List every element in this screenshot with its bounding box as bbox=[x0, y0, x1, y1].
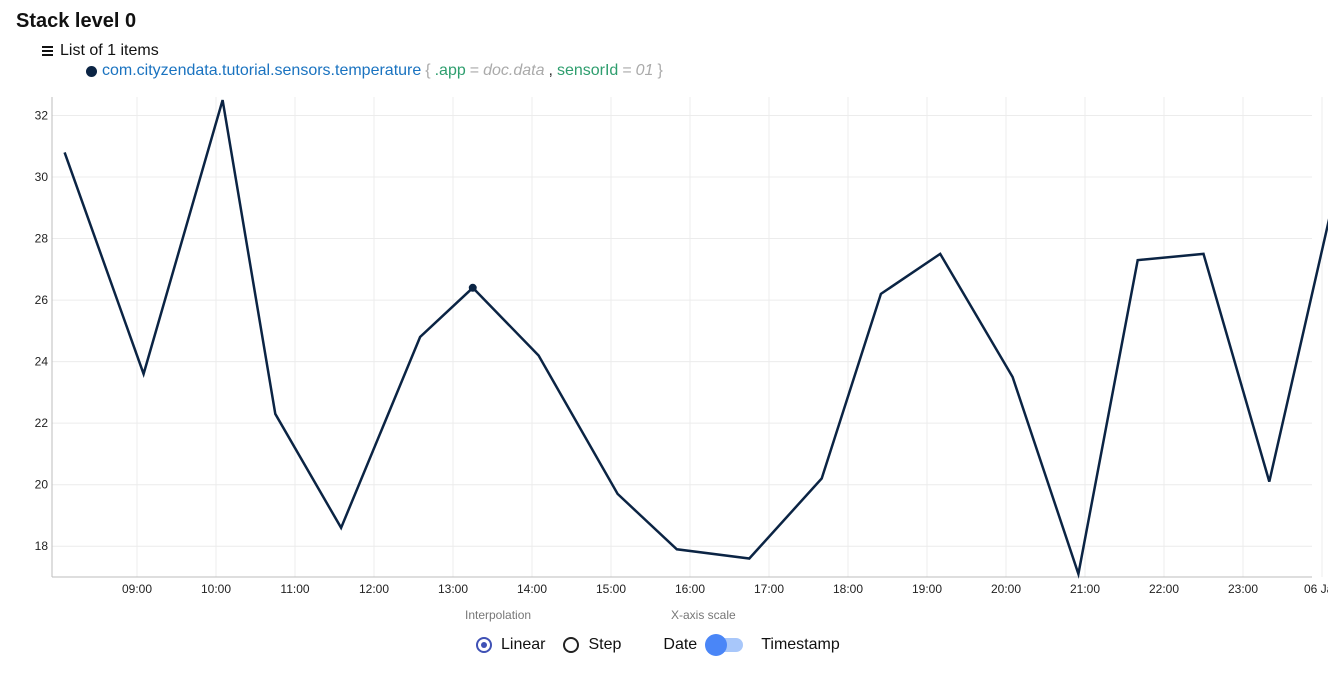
x-tick-label: 10:00 bbox=[201, 582, 231, 596]
interpolation-label: Interpolation bbox=[465, 608, 532, 622]
step-option[interactable]: Step bbox=[563, 636, 621, 654]
x-axis-ticks: 09:00 10:00 11:00 12:00 13:00 14:00 15:00 16:00… bbox=[122, 582, 1328, 596]
series-class-name: com.cityzendata.tutorial.sensors.tempera… bbox=[102, 62, 422, 79]
list-header[interactable]: List of 1 items bbox=[42, 42, 159, 60]
label-eq-sensorid: = bbox=[622, 62, 632, 79]
y-tick-label: 22 bbox=[35, 416, 49, 430]
x-tick-label: 12:00 bbox=[359, 582, 389, 596]
x-tick-label: 11:00 bbox=[280, 582, 309, 596]
chart-grid bbox=[52, 97, 1323, 577]
step-radio[interactable] bbox=[563, 637, 580, 653]
x-tick-label: 15:00 bbox=[596, 582, 626, 596]
y-tick-label: 18 bbox=[35, 539, 49, 553]
x-tick-label: 21:00 bbox=[1070, 582, 1100, 596]
xaxis-scale-label: X-axis scale bbox=[671, 608, 736, 622]
label-eq-app: = bbox=[469, 62, 480, 79]
step-label: Step bbox=[588, 636, 622, 653]
chart-series bbox=[63, 99, 1328, 579]
x-tick-label: 22:00 bbox=[1149, 582, 1179, 596]
y-tick-label: 32 bbox=[35, 108, 49, 122]
list-menu-icon bbox=[42, 44, 53, 58]
highlighted-data-point bbox=[468, 283, 477, 292]
x-tick-label: 14:00 bbox=[517, 582, 547, 596]
series-color-dot bbox=[86, 65, 97, 77]
timestamp-label: Timestamp bbox=[761, 636, 840, 653]
y-axis-ticks: 18 20 22 24 26 28 30 32 bbox=[35, 108, 49, 553]
labels-close-brace: } bbox=[657, 62, 663, 79]
stack-level-title: Stack level 0 bbox=[16, 10, 137, 32]
list-label: List of 1 items bbox=[60, 42, 159, 59]
y-tick-label: 26 bbox=[35, 293, 49, 307]
chart-controls: Linear Step Date Timestamp bbox=[476, 634, 840, 656]
y-tick-label: 24 bbox=[35, 355, 49, 369]
x-tick-label: 23:00 bbox=[1228, 582, 1258, 596]
x-tick-label: 20:00 bbox=[991, 582, 1021, 596]
x-tick-label: 16:00 bbox=[675, 582, 705, 596]
label-value-sensorid: 01 bbox=[635, 62, 654, 79]
toggle-knob[interactable] bbox=[705, 634, 728, 656]
label-separator: , bbox=[548, 62, 553, 79]
label-value-app: doc.data bbox=[483, 62, 545, 79]
chart-axes bbox=[51, 97, 1312, 578]
series-legend-item[interactable]: com.cityzendata.tutorial.sensors.tempera… bbox=[86, 62, 667, 80]
x-tick-label: 17:00 bbox=[754, 582, 784, 596]
linear-option[interactable]: Linear bbox=[476, 636, 545, 654]
date-label: Date bbox=[663, 636, 698, 653]
x-tick-label: 09:00 bbox=[122, 582, 152, 596]
label-key-app: .app bbox=[434, 62, 466, 79]
linear-radio[interactable] bbox=[476, 637, 492, 653]
x-tick-label: 06 Jan bbox=[1304, 582, 1328, 596]
x-tick-label: 13:00 bbox=[438, 582, 468, 596]
line-chart[interactable]: 09:00 10:00 11:00 12:00 13:00 14:00 15:00 16:00… bbox=[0, 0, 1328, 600]
series-line bbox=[63, 99, 1328, 579]
xaxis-scale-toggle[interactable] bbox=[705, 634, 744, 656]
y-tick-label: 28 bbox=[35, 232, 49, 246]
x-tick-label: 19:00 bbox=[912, 582, 942, 596]
linear-label: Linear bbox=[501, 636, 546, 653]
x-tick-label: 18:00 bbox=[833, 582, 863, 596]
y-tick-label: 20 bbox=[35, 478, 49, 492]
labels-open-brace: { bbox=[425, 62, 431, 79]
y-tick-label: 30 bbox=[35, 170, 49, 184]
label-key-sensorid: sensorId bbox=[556, 62, 619, 79]
